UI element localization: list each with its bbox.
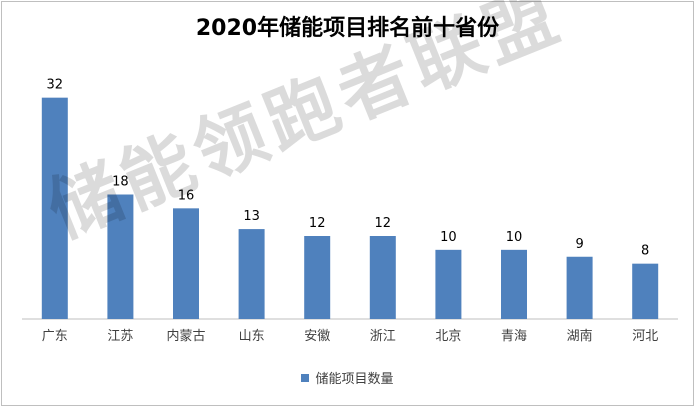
- data-label-9: 8: [641, 244, 649, 259]
- bar-3: [238, 229, 265, 319]
- x-tick-label-8: 湖南: [567, 328, 593, 344]
- bar-4: [304, 236, 331, 319]
- x-tick-label-3: 山东: [239, 329, 265, 344]
- chart-title: 2020年储能项目排名前十省份: [195, 16, 500, 41]
- data-label-0: 32: [47, 78, 64, 93]
- legend-label: 储能项目数量: [315, 372, 394, 387]
- x-tick-label-2: 内蒙古: [166, 328, 205, 344]
- data-label-6: 10: [440, 230, 457, 245]
- legend-swatch: [301, 373, 310, 382]
- chart-legend: 储能项目数量: [0, 368, 695, 387]
- bar-6: [435, 249, 462, 319]
- data-label-8: 9: [575, 237, 583, 252]
- data-label-2: 16: [178, 188, 195, 203]
- data-label-4: 12: [309, 216, 326, 231]
- x-tick-label-0: 广东: [42, 329, 68, 344]
- bar-0: [41, 97, 68, 320]
- bar-2: [173, 208, 199, 319]
- data-label-1: 18: [112, 175, 129, 190]
- bar-8: [566, 256, 593, 319]
- bar-5: [369, 236, 396, 319]
- bar-7: [501, 249, 527, 319]
- x-tick-label-6: 北京: [435, 329, 461, 344]
- data-label-7: 10: [506, 230, 523, 245]
- x-tick-label-7: 青海: [501, 329, 527, 344]
- data-label-5: 12: [375, 216, 392, 231]
- x-tick-label-5: 浙江: [370, 329, 396, 344]
- data-label-3: 13: [243, 209, 260, 224]
- x-tick-label-4: 安徽: [304, 329, 330, 344]
- bar-9: [632, 263, 659, 319]
- x-tick-label-9: 河北: [632, 329, 658, 344]
- bar-1: [107, 194, 134, 319]
- x-tick-label-1: 江苏: [107, 328, 133, 344]
